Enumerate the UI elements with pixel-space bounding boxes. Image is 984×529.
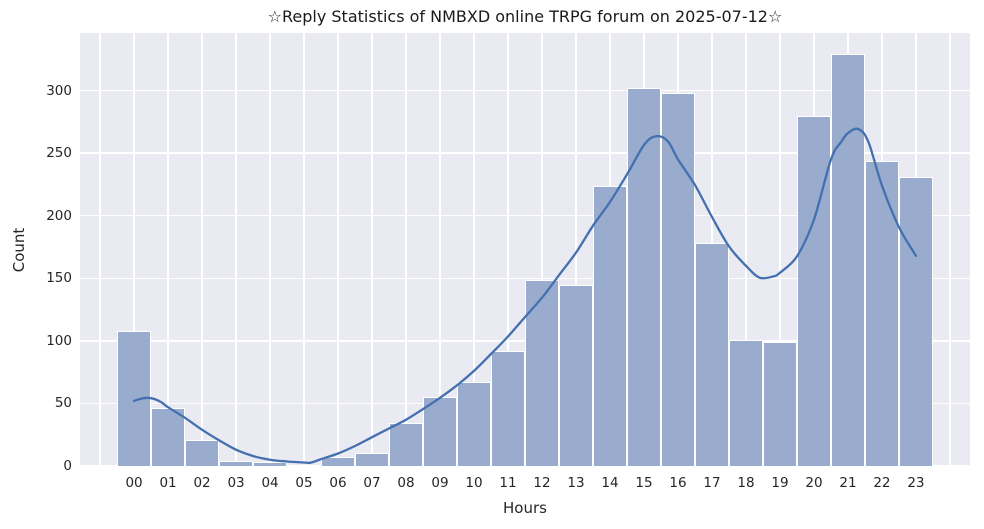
y-tick-label: 150 — [46, 270, 72, 287]
histogram-bar-11 — [491, 350, 525, 466]
histogram-bar-19 — [762, 342, 797, 466]
histogram-bar-22 — [864, 160, 899, 466]
x-tick-label: 07 — [363, 475, 381, 491]
x-tick-label: 08 — [397, 475, 415, 491]
x-tick-label: 20 — [805, 475, 823, 491]
histogram-bar-07 — [355, 453, 389, 466]
histogram-bar-02 — [185, 439, 220, 466]
gridline-vertical — [269, 33, 271, 466]
x-tick-label: 23 — [907, 475, 925, 491]
x-tick-label: 11 — [499, 475, 517, 491]
histogram-bar-08 — [389, 423, 423, 466]
plot-area — [80, 33, 970, 466]
x-tick-label: 19 — [771, 475, 789, 491]
x-tick-label: 04 — [261, 475, 279, 491]
histogram-bar-14 — [592, 185, 627, 466]
y-tick-label: 250 — [46, 145, 72, 162]
gridline-vertical — [337, 33, 339, 466]
gridline-vertical — [235, 33, 237, 466]
gridline-vertical — [201, 33, 203, 466]
y-tick-label: 50 — [54, 395, 72, 412]
x-tick-label: 02 — [193, 475, 211, 491]
gridline-vertical — [949, 33, 951, 466]
x-tick-label: 06 — [329, 475, 347, 491]
histogram-bar-18 — [728, 339, 763, 466]
y-axis-label: Count — [10, 227, 28, 273]
x-tick-label: 17 — [703, 475, 721, 491]
histogram-bar-06 — [321, 457, 355, 466]
y-tick-label: 200 — [46, 207, 72, 224]
x-tick-label: 21 — [839, 475, 857, 491]
x-tick-label: 03 — [227, 475, 245, 491]
x-tick-label: 10 — [465, 475, 483, 491]
y-tick-label: 100 — [46, 332, 72, 349]
gridline-horizontal — [80, 89, 970, 92]
histogram-bar-04 — [253, 462, 288, 466]
gridline-vertical — [167, 33, 169, 466]
x-tick-label: 05 — [295, 475, 313, 491]
histogram-bar-13 — [558, 284, 593, 466]
chart-title: ☆Reply Statistics of NMBXD online TRPG f… — [267, 7, 783, 26]
x-axis-label: Hours — [503, 499, 547, 517]
x-tick-label: 22 — [873, 475, 891, 491]
histogram-bar-05 — [287, 464, 322, 466]
y-tick-label: 0 — [63, 458, 72, 474]
histogram-bar-21 — [830, 54, 865, 466]
histogram-bar-12 — [525, 279, 559, 466]
histogram-bar-16 — [660, 93, 695, 466]
histogram-bar-10 — [457, 382, 491, 466]
gridline-vertical — [371, 33, 373, 466]
histogram-bar-00 — [117, 330, 152, 466]
x-tick-label: 14 — [601, 475, 619, 491]
y-tick-label: 300 — [46, 82, 72, 99]
histogram-bar-20 — [796, 115, 831, 466]
histogram-bar-15 — [626, 88, 661, 466]
gridline-vertical — [405, 33, 407, 466]
x-tick-label: 00 — [125, 475, 143, 491]
histogram-bar-23 — [898, 176, 933, 466]
gridline-vertical — [303, 33, 305, 466]
histogram-bar-09 — [423, 397, 457, 466]
x-tick-label: 13 — [567, 475, 585, 491]
histogram-bar-01 — [151, 408, 186, 466]
x-tick-label: 16 — [669, 475, 687, 491]
x-tick-label: 15 — [635, 475, 653, 491]
x-tick-label: 01 — [159, 475, 177, 491]
x-tick-label: 18 — [737, 475, 755, 491]
histogram-bar-17 — [694, 243, 729, 466]
histogram-bar-03 — [219, 460, 254, 466]
x-tick-label: 12 — [533, 475, 551, 491]
x-tick-label: 09 — [431, 475, 449, 491]
gridline-vertical — [99, 33, 101, 466]
